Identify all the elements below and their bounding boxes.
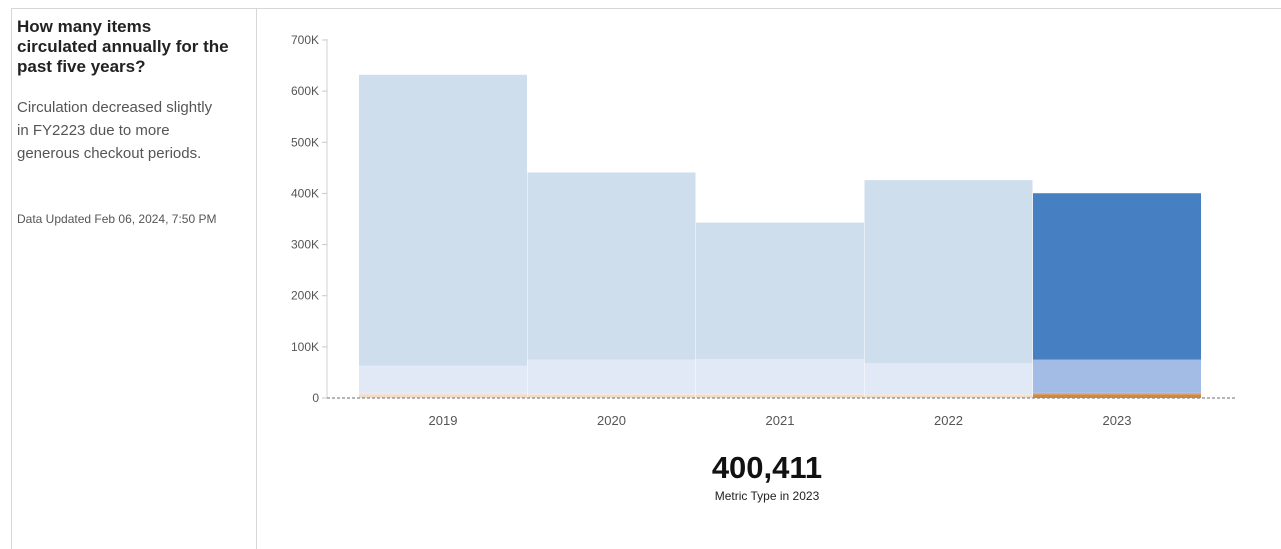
y-tick-label: 100K (291, 340, 319, 354)
bar-2019-segment-3 (359, 74, 527, 366)
bar-2022-segment-1 (864, 394, 1033, 396)
sidebar-panel (12, 9, 257, 549)
metric-value: 400,411 (711, 450, 823, 485)
bar-2022-segment-2 (864, 363, 1033, 395)
bar-2021-segment-1 (696, 393, 864, 395)
y-tick-label: 600K (291, 84, 319, 98)
bar-2019-segment-2 (359, 365, 527, 393)
bars-group (359, 74, 1201, 398)
y-tick-label: 300K (291, 238, 319, 252)
bar-2023-segment-1 (1033, 392, 1201, 395)
y-tick-label: 400K (291, 186, 319, 200)
chart-card (11, 8, 1281, 549)
x-tick-label: 2020 (597, 413, 626, 428)
y-axis: 0 100K 200K 300K 400K 500K 600K 700K (291, 33, 328, 405)
x-axis: 2019 2020 2021 2022 2023 (327, 397, 1236, 428)
bar-2021-segment-3 (696, 222, 864, 360)
x-tick-label: 2021 (766, 413, 795, 428)
bar-2023-segment-0 (1033, 394, 1201, 398)
panel-description: Circulation decreased slightly in FY2223… (17, 99, 213, 162)
bar-2020-segment-0 (527, 394, 696, 398)
panel-title: How many items circulated annually for t… (17, 17, 229, 76)
bar-2022-segment-3 (864, 180, 1033, 364)
x-tick-label: 2022 (934, 413, 963, 428)
bar-2020-segment-2 (527, 359, 696, 394)
y-tick-label: 500K (291, 135, 319, 149)
bar-2023-segment-3 (1033, 193, 1201, 360)
metric-label: Metric Type in 2023 (714, 489, 820, 503)
bar-2020-segment-3 (527, 172, 696, 360)
bar-2020-segment-1 (527, 393, 696, 395)
data-updated-text: Data Updated Feb 06, 2024, 7:50 PM (17, 212, 217, 226)
bar-2021-segment-0 (696, 394, 864, 398)
bar-2023-segment-2 (1033, 359, 1201, 393)
y-tick-label: 700K (291, 33, 319, 47)
y-tick-label: 200K (291, 289, 319, 303)
bar-2022-segment-0 (864, 395, 1033, 398)
bar-2019-segment-1 (359, 392, 527, 395)
x-tick-label: 2023 (1103, 413, 1132, 428)
bar-2019-segment-0 (359, 394, 527, 398)
x-tick-label: 2019 (429, 413, 458, 428)
bar-2021-segment-2 (696, 359, 864, 394)
y-tick-label: 0 (312, 391, 319, 405)
